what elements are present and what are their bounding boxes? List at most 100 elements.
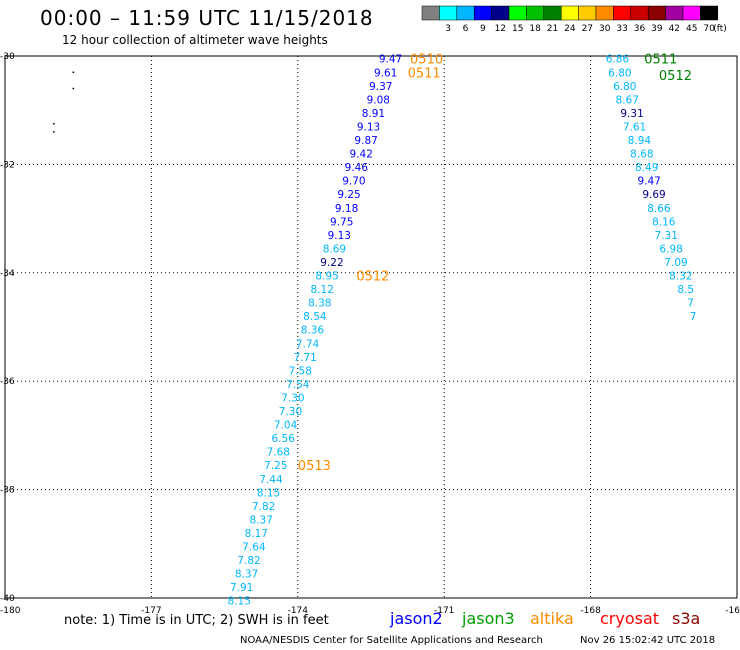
colorbar-swatch bbox=[613, 5, 632, 21]
colorbar-swatch bbox=[473, 5, 492, 21]
colorbar-swatch bbox=[421, 5, 440, 21]
wave-height-label: 9.46 bbox=[345, 162, 369, 174]
wave-height-label: 9.42 bbox=[350, 149, 373, 161]
wave-height-label: 7.25 bbox=[264, 460, 287, 472]
wave-height-label: 7.82 bbox=[252, 501, 275, 513]
wave-height-label: 9.25 bbox=[337, 189, 360, 201]
wave-height-label: 6.86 bbox=[606, 54, 630, 66]
y-tick-label: -34 bbox=[0, 269, 15, 279]
wave-height-label: 8.67 bbox=[616, 94, 639, 106]
colorbar-swatch bbox=[647, 5, 666, 21]
wave-height-label: 8.36 bbox=[301, 325, 325, 337]
wave-height-label: 9.75 bbox=[330, 216, 353, 228]
wave-height-label: 8.16 bbox=[652, 216, 676, 228]
time-annotation: 0512 bbox=[659, 69, 692, 84]
colorbar-label: 6 bbox=[463, 24, 469, 34]
y-tick-label: -36 bbox=[0, 377, 15, 387]
data-dot bbox=[52, 130, 55, 133]
credit-line: NOAA/NESDIS Center for Satellite Applica… bbox=[240, 635, 543, 646]
colorbar-label: 39 bbox=[651, 24, 663, 34]
wave-height-label: 8.66 bbox=[647, 203, 671, 215]
colorbar-label: 33 bbox=[616, 24, 627, 34]
legend-jason3: jason3 bbox=[462, 609, 515, 628]
wave-height-label: 8.95 bbox=[315, 271, 338, 283]
wave-height-label: 7.68 bbox=[267, 447, 290, 459]
time-annotation: 0511 bbox=[408, 66, 441, 81]
wave-height-label: 8.94 bbox=[628, 135, 652, 147]
wave-height-label: 8.17 bbox=[245, 528, 268, 540]
wave-height-label: 8.49 bbox=[635, 162, 658, 174]
wave-height-label: 8.12 bbox=[311, 284, 334, 296]
colorbar-label: 42 bbox=[669, 24, 680, 34]
colorbar-swatch bbox=[630, 5, 649, 21]
x-tick-label: -168 bbox=[580, 606, 601, 616]
wave-height-label: 9.22 bbox=[320, 257, 343, 269]
page-subtitle: 12 hour collection of altimeter wave hei… bbox=[62, 33, 328, 47]
x-tick-label: -174 bbox=[288, 606, 309, 616]
colorbar-swatch bbox=[439, 5, 458, 21]
colorbar-swatch bbox=[456, 5, 475, 21]
wave-height-label: 8.15 bbox=[257, 487, 280, 499]
wave-height-label: 9.61 bbox=[374, 67, 397, 79]
wave-height-label: 9.70 bbox=[342, 176, 365, 188]
colorbar-swatch bbox=[491, 5, 510, 21]
wave-height-label: 9.37 bbox=[369, 81, 392, 93]
colorbar-swatch bbox=[508, 5, 527, 21]
wave-height-label: 9.13 bbox=[328, 230, 351, 242]
y-tick-label: -40 bbox=[0, 594, 15, 604]
legend-cryosat: cryosat bbox=[600, 609, 660, 628]
wave-height-label: 7.04 bbox=[274, 420, 298, 432]
wave-height-label: 8.5 bbox=[677, 284, 694, 296]
wave-height-label: 7.91 bbox=[230, 582, 253, 594]
time-annotation: 0512 bbox=[356, 270, 389, 285]
colorbar-swatch bbox=[700, 5, 719, 21]
wave-height-label: 8.37 bbox=[250, 514, 273, 526]
data-dot bbox=[72, 71, 75, 74]
wave-height-label: 8.69 bbox=[323, 243, 346, 255]
legend-jason2: jason2 bbox=[390, 609, 443, 628]
colorbar-label: 3 bbox=[445, 24, 451, 34]
colorbar-label: 24 bbox=[564, 24, 576, 34]
wave-height-label: 6.56 bbox=[271, 433, 295, 445]
wave-height-label: 6.98 bbox=[659, 243, 682, 255]
x-tick-label: -171 bbox=[434, 606, 454, 616]
wave-height-label: 8.37 bbox=[235, 569, 258, 581]
colorbar-swatch bbox=[595, 5, 614, 21]
time-annotation: 0511 bbox=[644, 53, 677, 68]
colorbar-label: 12 bbox=[495, 24, 506, 34]
colorbar-swatch bbox=[526, 5, 545, 21]
time-annotation: 0510 bbox=[410, 53, 443, 68]
legend-s3a: s3a bbox=[672, 609, 701, 628]
colorbar-label: 18 bbox=[529, 24, 541, 34]
wave-height-label: 9.87 bbox=[354, 135, 377, 147]
colorbar-label: 30 bbox=[599, 24, 611, 34]
wave-height-label: 7.54 bbox=[286, 379, 310, 391]
wave-height-label: 9.18 bbox=[335, 203, 358, 215]
plot-frame bbox=[4, 55, 738, 599]
x-tick-label: -180 bbox=[0, 606, 21, 616]
wave-height-label: 9.31 bbox=[620, 108, 643, 120]
page-title: 00:00 – 11:59 UTC 11/15/2018 bbox=[40, 6, 374, 30]
legend-altika: altika bbox=[530, 609, 574, 628]
colorbar-swatch bbox=[578, 5, 597, 21]
colorbar-swatch bbox=[665, 5, 684, 21]
wave-height-label: 7.09 bbox=[664, 257, 687, 269]
data-dot bbox=[72, 87, 75, 90]
wave-height-label: 9.08 bbox=[367, 94, 390, 106]
colorbar-label: 36 bbox=[634, 24, 646, 34]
wave-height-label: 7 bbox=[690, 311, 697, 323]
wave-height-label: 6.80 bbox=[608, 67, 631, 79]
colorbar-label: 27 bbox=[582, 24, 593, 34]
wave-height-label: 7.71 bbox=[293, 352, 316, 364]
wave-height-label: 8.32 bbox=[669, 271, 692, 283]
wave-height-label: 8.91 bbox=[362, 108, 385, 120]
y-tick-label: -32 bbox=[0, 160, 15, 170]
x-tick-label: -177 bbox=[141, 606, 161, 616]
wave-height-label: 9.47 bbox=[637, 176, 660, 188]
wave-height-label: 7.31 bbox=[655, 230, 678, 242]
colorbar-label: 70 bbox=[703, 24, 715, 34]
wave-height-label: 7.74 bbox=[296, 338, 320, 350]
wave-height-label: 7.82 bbox=[237, 555, 260, 567]
wave-height-label: 7.58 bbox=[289, 365, 312, 377]
